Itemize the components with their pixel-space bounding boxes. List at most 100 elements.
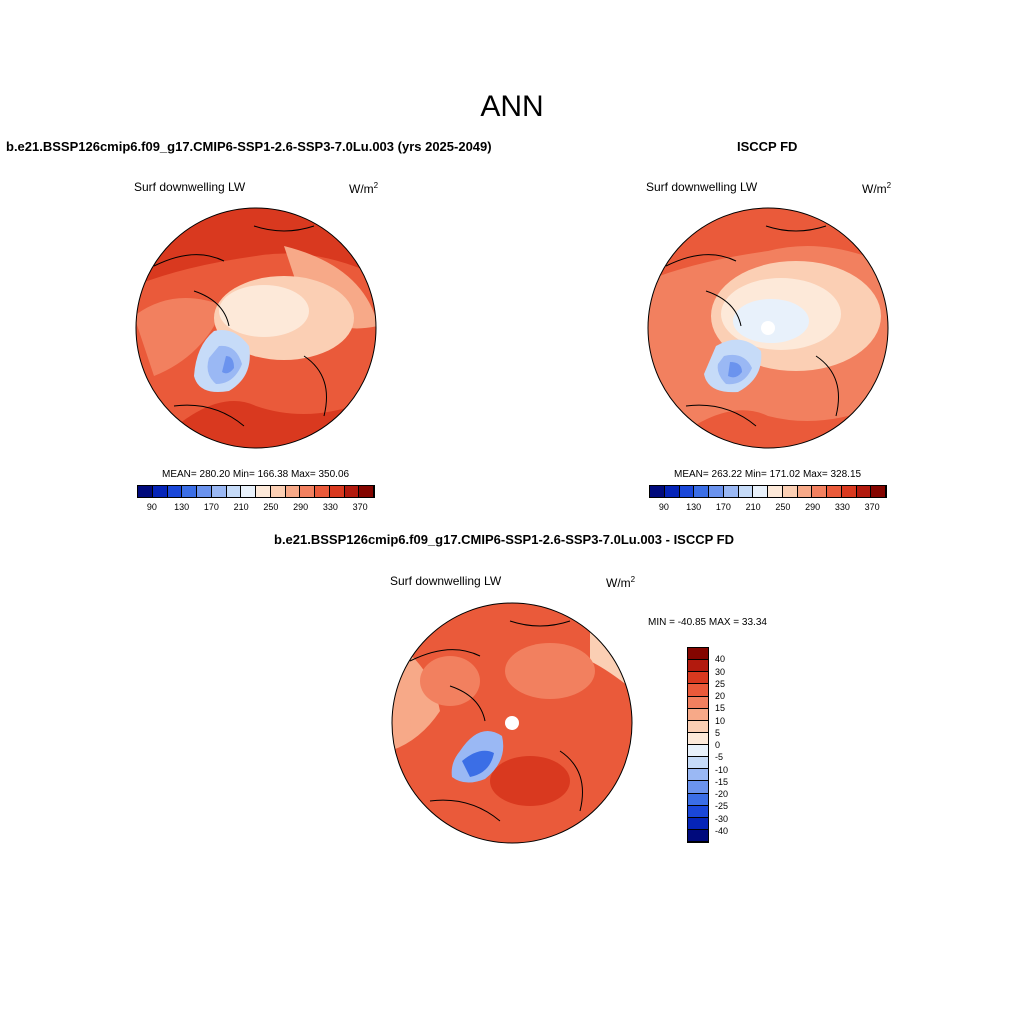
diff-stats: MIN = -40.85 MAX = 33.34 bbox=[648, 617, 767, 628]
diff-variable-label: Surf downwelling LW bbox=[390, 574, 502, 588]
diff-polar-map bbox=[391, 602, 633, 844]
colorbar-swatch bbox=[664, 486, 680, 497]
colorbar-tick-label: 290 bbox=[805, 502, 821, 512]
colorbar-tick-label: -10 bbox=[715, 764, 729, 775]
colorbar-swatch bbox=[688, 732, 708, 745]
colorbar-swatch bbox=[650, 486, 665, 497]
colorbar-swatch bbox=[167, 486, 183, 497]
colorbar-tick-label: 40 bbox=[715, 654, 726, 665]
colorbar-swatch bbox=[768, 486, 783, 497]
right-colorbar bbox=[649, 485, 887, 498]
colorbar-swatch bbox=[738, 486, 754, 497]
colorbar-tick-label: 90 bbox=[658, 502, 669, 512]
colorbar-tick-label: -25 bbox=[715, 801, 729, 812]
colorbar-tick-label: 250 bbox=[263, 502, 279, 512]
right-panel-title: ISCCP FD bbox=[737, 139, 798, 154]
colorbar-swatch bbox=[688, 660, 708, 673]
colorbar-tick-label: 330 bbox=[322, 502, 338, 512]
colorbar-tick-label: 130 bbox=[174, 502, 190, 512]
colorbar-swatch bbox=[827, 486, 842, 497]
colorbar-swatch bbox=[138, 486, 153, 497]
colorbar-swatch bbox=[871, 486, 886, 497]
colorbar-swatch bbox=[270, 486, 286, 497]
colorbar-swatch bbox=[688, 817, 708, 830]
colorbar-swatch bbox=[344, 486, 360, 497]
colorbar-swatch bbox=[688, 720, 708, 733]
colorbar-swatch bbox=[797, 486, 813, 497]
right-variable-label: Surf downwelling LW bbox=[646, 180, 758, 194]
colorbar-swatch bbox=[812, 486, 827, 497]
colorbar-tick-label: -5 bbox=[715, 752, 724, 763]
colorbar-swatch bbox=[688, 781, 708, 794]
right-stats: MEAN= 263.22 Min= 171.02 Max= 328.15 bbox=[674, 469, 862, 480]
colorbar-tick-label: 330 bbox=[834, 502, 850, 512]
colorbar-swatch bbox=[226, 486, 242, 497]
colorbar-swatch bbox=[688, 745, 708, 758]
diff-colorbar-ticks: 40 30 25 20 15 10 5 0 -5 -10 -15 -20 -25 -30 -40 bbox=[687, 647, 747, 843]
colorbar-tick-label: 0 bbox=[715, 740, 721, 750]
colorbar-swatch bbox=[688, 672, 708, 685]
colorbar-swatch bbox=[211, 486, 227, 497]
right-colorbar-ticks: 90 130 170 210 250 290 330 370 bbox=[649, 502, 887, 514]
diff-panel-title: b.e21.BSSP126cmip6.f09_g17.CMIP6-SSP1-2.… bbox=[274, 532, 735, 547]
colorbar-swatch bbox=[753, 486, 768, 497]
colorbar-swatch bbox=[723, 486, 739, 497]
colorbar-swatch bbox=[182, 486, 197, 497]
colorbar-swatch bbox=[329, 486, 345, 497]
colorbar-tick-label: -30 bbox=[715, 813, 729, 824]
colorbar-tick-label: 290 bbox=[293, 502, 309, 512]
colorbar-tick-label: 130 bbox=[686, 502, 702, 512]
diff-colorbar bbox=[687, 647, 709, 843]
left-colorbar bbox=[137, 485, 375, 498]
colorbar-swatch bbox=[315, 486, 330, 497]
colorbar-tick-label: 210 bbox=[233, 502, 249, 512]
left-polar-map bbox=[135, 207, 377, 449]
colorbar-tick-label: -15 bbox=[715, 776, 729, 787]
colorbar-tick-label: 30 bbox=[715, 666, 726, 677]
colorbar-swatch bbox=[688, 769, 708, 782]
colorbar-swatch bbox=[709, 486, 724, 497]
colorbar-tick-label: 370 bbox=[864, 502, 880, 512]
colorbar-swatch bbox=[241, 486, 256, 497]
left-variable-label: Surf downwelling LW bbox=[134, 180, 246, 194]
diff-units-label: W/m2 bbox=[606, 575, 636, 590]
colorbar-swatch bbox=[688, 829, 708, 842]
figure-title: ANN bbox=[480, 90, 544, 123]
colorbar-swatch bbox=[285, 486, 301, 497]
colorbar-swatch bbox=[679, 486, 695, 497]
colorbar-tick-label: 170 bbox=[715, 502, 731, 512]
colorbar-tick-label: 370 bbox=[352, 502, 368, 512]
left-colorbar-ticks: 90 130 170 210 250 290 330 370 bbox=[137, 502, 375, 514]
colorbar-swatch bbox=[256, 486, 271, 497]
colorbar-swatch bbox=[197, 486, 212, 497]
colorbar-swatch bbox=[688, 708, 708, 721]
colorbar-tick-label: 170 bbox=[203, 502, 219, 512]
colorbar-tick-label: 5 bbox=[715, 727, 721, 738]
colorbar-swatch bbox=[688, 684, 708, 697]
colorbar-tick-label: 90 bbox=[146, 502, 157, 512]
left-stats: MEAN= 280.20 Min= 166.38 Max= 350.06 bbox=[162, 469, 350, 480]
colorbar-swatch bbox=[841, 486, 857, 497]
colorbar-swatch bbox=[300, 486, 315, 497]
colorbar-swatch bbox=[688, 793, 708, 806]
left-units-label: W/m2 bbox=[349, 181, 379, 196]
colorbar-swatch bbox=[688, 757, 708, 770]
colorbar-swatch bbox=[694, 486, 709, 497]
colorbar-swatch bbox=[856, 486, 872, 497]
right-units-label: W/m2 bbox=[862, 181, 892, 196]
colorbar-swatch bbox=[688, 696, 708, 709]
left-panel-title: b.e21.BSSP126cmip6.f09_g17.CMIP6-SSP1-2.… bbox=[6, 139, 492, 154]
colorbar-tick-label: 25 bbox=[715, 678, 726, 689]
colorbar-tick-label: -20 bbox=[715, 789, 729, 799]
colorbar-swatch bbox=[152, 486, 168, 497]
colorbar-tick-label: 15 bbox=[715, 703, 726, 714]
colorbar-tick-label: -40 bbox=[715, 825, 729, 836]
colorbar-swatch bbox=[359, 486, 374, 497]
right-polar-map bbox=[647, 207, 889, 449]
colorbar-swatch bbox=[688, 805, 708, 818]
colorbar-tick-label: 20 bbox=[715, 691, 726, 701]
colorbar-tick-label: 210 bbox=[745, 502, 761, 512]
colorbar-swatch bbox=[688, 648, 708, 661]
colorbar-swatch bbox=[782, 486, 798, 497]
colorbar-tick-label: 10 bbox=[715, 715, 726, 726]
